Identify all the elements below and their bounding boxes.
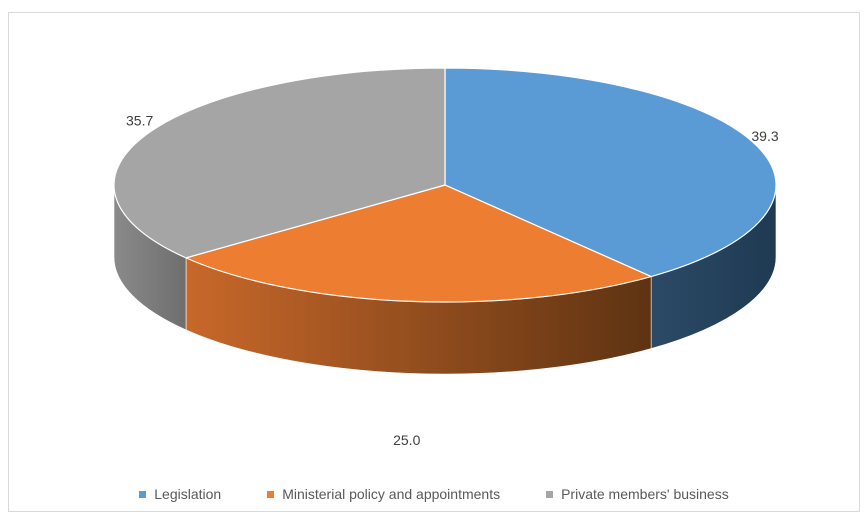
data-label-ministerial-policy: 25.0 [393, 432, 420, 448]
pie-slice-ministerial-policy [185, 184, 652, 303]
data-label-private-members: 35.7 [126, 113, 153, 129]
data-label-legislation: 39.3 [751, 128, 778, 144]
legend-item-legislation: Legislation [139, 486, 221, 502]
legend-item-ministerial-policy: Ministerial policy and appointments [267, 486, 500, 502]
pie-slice-legislation [444, 67, 777, 278]
chart-legend: Legislation Ministerial policy and appoi… [0, 486, 868, 502]
pie-slice-private-members [113, 67, 446, 259]
legend-label-private-members: Private members' business [561, 486, 729, 502]
legend-label-ministerial-policy: Ministerial policy and appointments [282, 486, 501, 502]
legend-item-private-members: Private members' business [546, 486, 729, 502]
legend-swatch-private-members [546, 490, 554, 498]
legend-swatch-ministerial-policy [267, 490, 275, 498]
legend-label-legislation: Legislation [154, 486, 222, 502]
legend-swatch-legislation [139, 490, 147, 498]
